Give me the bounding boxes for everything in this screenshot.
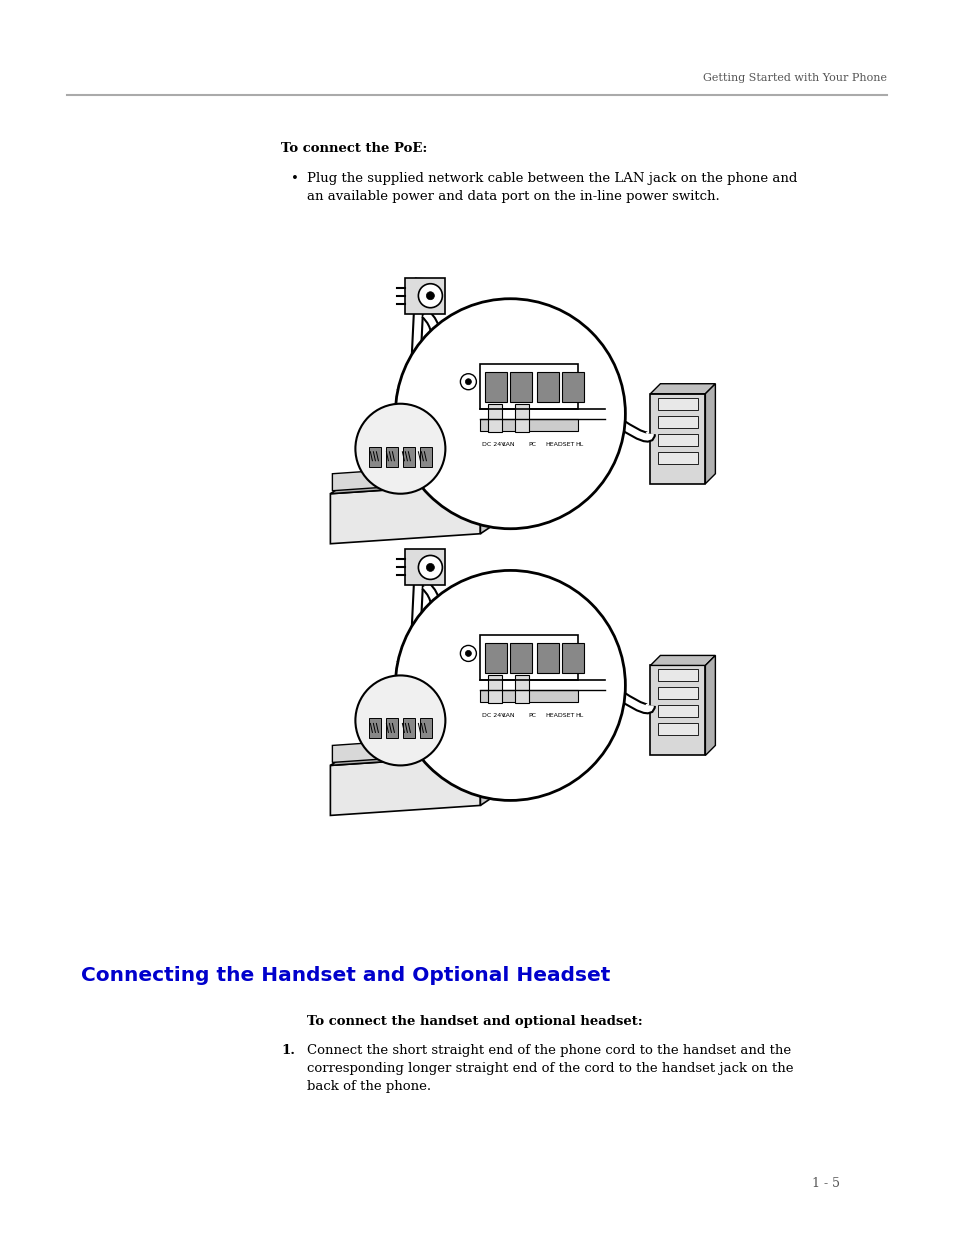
Bar <box>485 372 507 401</box>
Bar <box>480 364 578 409</box>
Circle shape <box>426 291 434 300</box>
Text: 1.: 1. <box>281 1044 295 1057</box>
Circle shape <box>460 646 476 662</box>
Polygon shape <box>704 384 715 484</box>
Circle shape <box>465 379 471 385</box>
Text: LAN: LAN <box>502 442 515 447</box>
Text: HL: HL <box>575 714 583 719</box>
Text: DC 24V: DC 24V <box>482 714 505 719</box>
Bar <box>658 452 698 463</box>
Text: DC 24V: DC 24V <box>482 442 505 447</box>
Bar <box>403 719 415 739</box>
Bar <box>420 447 432 467</box>
Bar <box>562 643 584 673</box>
Bar <box>485 643 507 673</box>
Circle shape <box>426 563 434 572</box>
Text: Plug the supplied network cable between the LAN jack on the phone and: Plug the supplied network cable between … <box>307 173 797 185</box>
Bar <box>658 398 698 410</box>
Bar <box>488 676 502 704</box>
Text: To connect the handset and optional headset:: To connect the handset and optional head… <box>307 1015 642 1029</box>
Circle shape <box>355 676 445 766</box>
Bar <box>510 643 532 673</box>
Circle shape <box>465 651 471 657</box>
Bar <box>658 433 698 446</box>
Circle shape <box>395 571 625 800</box>
Bar <box>405 278 445 314</box>
Bar <box>480 690 578 703</box>
Bar <box>480 636 578 680</box>
Polygon shape <box>330 756 480 815</box>
Circle shape <box>355 404 445 494</box>
Polygon shape <box>480 474 495 534</box>
Bar <box>658 669 698 682</box>
Polygon shape <box>330 746 495 766</box>
Bar <box>386 719 398 739</box>
Text: PC: PC <box>528 442 536 447</box>
Text: •: • <box>291 173 298 185</box>
Circle shape <box>460 374 476 390</box>
Circle shape <box>418 556 442 579</box>
Bar <box>515 676 529 704</box>
Bar <box>420 719 432 739</box>
Bar <box>650 394 704 484</box>
Bar <box>405 550 445 585</box>
Polygon shape <box>330 474 495 494</box>
Bar <box>658 724 698 735</box>
Polygon shape <box>650 384 715 394</box>
Bar <box>510 372 532 401</box>
Polygon shape <box>332 735 477 762</box>
Text: HEADSET: HEADSET <box>545 714 574 719</box>
Polygon shape <box>480 746 495 805</box>
Text: LAN: LAN <box>502 714 515 719</box>
Circle shape <box>418 284 442 308</box>
Text: HEADSET: HEADSET <box>545 442 574 447</box>
Bar <box>515 404 529 432</box>
Bar <box>658 416 698 427</box>
Bar <box>488 404 502 432</box>
Bar <box>403 447 415 467</box>
Text: Connect the short straight end of the phone cord to the handset and the
correspo: Connect the short straight end of the ph… <box>307 1044 793 1093</box>
Bar <box>369 719 381 739</box>
Polygon shape <box>704 656 715 756</box>
Text: Getting Started with Your Phone: Getting Started with Your Phone <box>702 73 886 83</box>
Text: To connect the PoE:: To connect the PoE: <box>281 142 427 156</box>
Polygon shape <box>332 463 477 490</box>
Text: Connecting the Handset and Optional Headset: Connecting the Handset and Optional Head… <box>81 966 610 984</box>
Text: HL: HL <box>575 442 583 447</box>
Bar <box>537 643 558 673</box>
Bar <box>658 688 698 699</box>
Text: 1 - 5: 1 - 5 <box>811 1177 839 1191</box>
Polygon shape <box>650 656 715 666</box>
Bar <box>386 447 398 467</box>
Circle shape <box>395 299 625 529</box>
Bar <box>658 705 698 718</box>
Text: an available power and data port on the in-line power switch.: an available power and data port on the … <box>307 173 720 204</box>
Bar <box>562 372 584 401</box>
Text: PC: PC <box>528 714 536 719</box>
Bar <box>650 666 704 756</box>
Bar <box>369 447 381 467</box>
Bar <box>537 372 558 401</box>
Polygon shape <box>330 484 480 543</box>
Bar <box>480 419 578 431</box>
